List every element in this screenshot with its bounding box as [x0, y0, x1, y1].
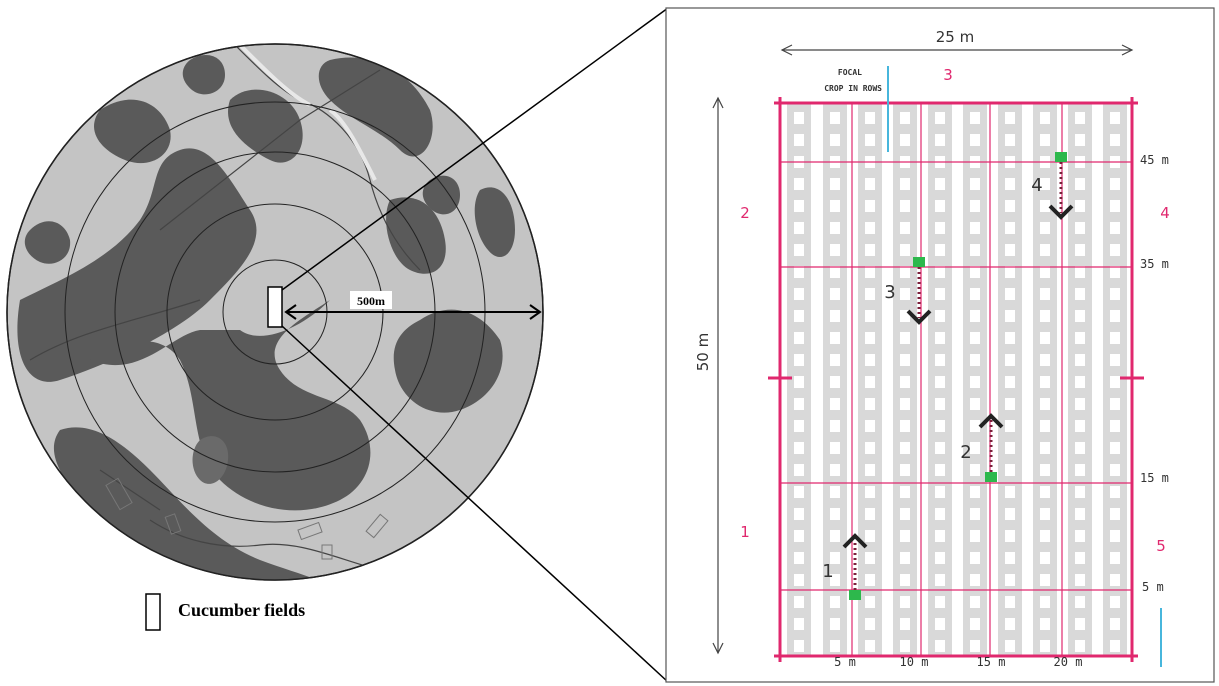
edge-number-right-lower: 5	[1156, 537, 1166, 555]
transect-4	[1048, 152, 1074, 220]
cucumber-field-marker	[267, 286, 283, 328]
small-field-outlines	[105, 477, 389, 560]
crop-row	[893, 103, 917, 656]
y-tick-35m: 35 m	[1140, 257, 1169, 271]
field-panel: 25 m 50 m FOCAL CROP IN ROWS 3 2 1 4 5 5…	[665, 7, 1215, 683]
edge-number-right-upper: 4	[1160, 204, 1170, 222]
legend-label: Cucumber fields	[178, 600, 305, 620]
y-tick-5m: 5 m	[1142, 580, 1164, 594]
x-tick-20m: 20 m	[1054, 655, 1083, 669]
scale-label-bg	[350, 291, 392, 309]
transect-start-marker	[849, 590, 861, 600]
zoom-lines	[281, 7, 669, 683]
transect-1	[842, 533, 868, 600]
roads	[29, 44, 421, 571]
transect-arrowhead	[842, 533, 868, 549]
scale-label: 500m	[357, 294, 385, 308]
height-label: 50 m	[694, 333, 712, 371]
crop-row	[1033, 103, 1057, 656]
y-tick-45m: 45 m	[1140, 153, 1169, 167]
transects	[842, 152, 1074, 600]
legend-swatch	[145, 593, 161, 631]
crop-row	[858, 103, 882, 656]
transect-arrowhead	[978, 413, 1004, 429]
width-dimension	[780, 44, 1134, 56]
transect-2	[978, 413, 1004, 482]
transect-label-3: 3	[884, 282, 895, 303]
transect-arrowhead	[906, 309, 932, 325]
dark-patches	[17, 55, 515, 580]
x-tick-15m: 15 m	[977, 655, 1006, 669]
transect-3	[906, 257, 932, 325]
edge-number-top: 3	[943, 66, 953, 84]
x-tick-5m: 5 m	[834, 655, 856, 669]
transect-label-4: 4	[1031, 175, 1042, 196]
height-dimension	[712, 96, 724, 655]
crop-rows	[787, 103, 1127, 656]
transect-start-marker	[1055, 152, 1067, 162]
y-tick-15m: 15 m	[1140, 471, 1169, 485]
edge-number-left-upper: 2	[740, 204, 750, 222]
focal-crop-label-line2: CROP IN ROWS	[824, 84, 882, 93]
transect-start-marker	[985, 472, 997, 482]
map-legend: Cucumber fields	[145, 593, 305, 631]
x-tick-10m: 10 m	[900, 655, 929, 669]
scale-arrow	[284, 304, 542, 320]
edge-number-left-lower: 1	[740, 523, 750, 541]
crop-row	[928, 103, 952, 656]
transect-start-marker	[913, 257, 925, 267]
crop-row	[1068, 103, 1092, 656]
sampling-grid	[768, 97, 1144, 662]
transect-label-2: 2	[960, 442, 971, 463]
width-label: 25 m	[936, 28, 974, 46]
crop-row	[823, 103, 847, 656]
transect-label-1: 1	[822, 561, 833, 582]
landscape-map: 500m Cucumber fields	[6, 43, 544, 631]
transect-arrowhead	[1048, 204, 1074, 220]
crop-row	[998, 103, 1022, 656]
focal-crop-label-line1: FOCAL	[838, 68, 862, 77]
crop-row	[963, 103, 987, 656]
